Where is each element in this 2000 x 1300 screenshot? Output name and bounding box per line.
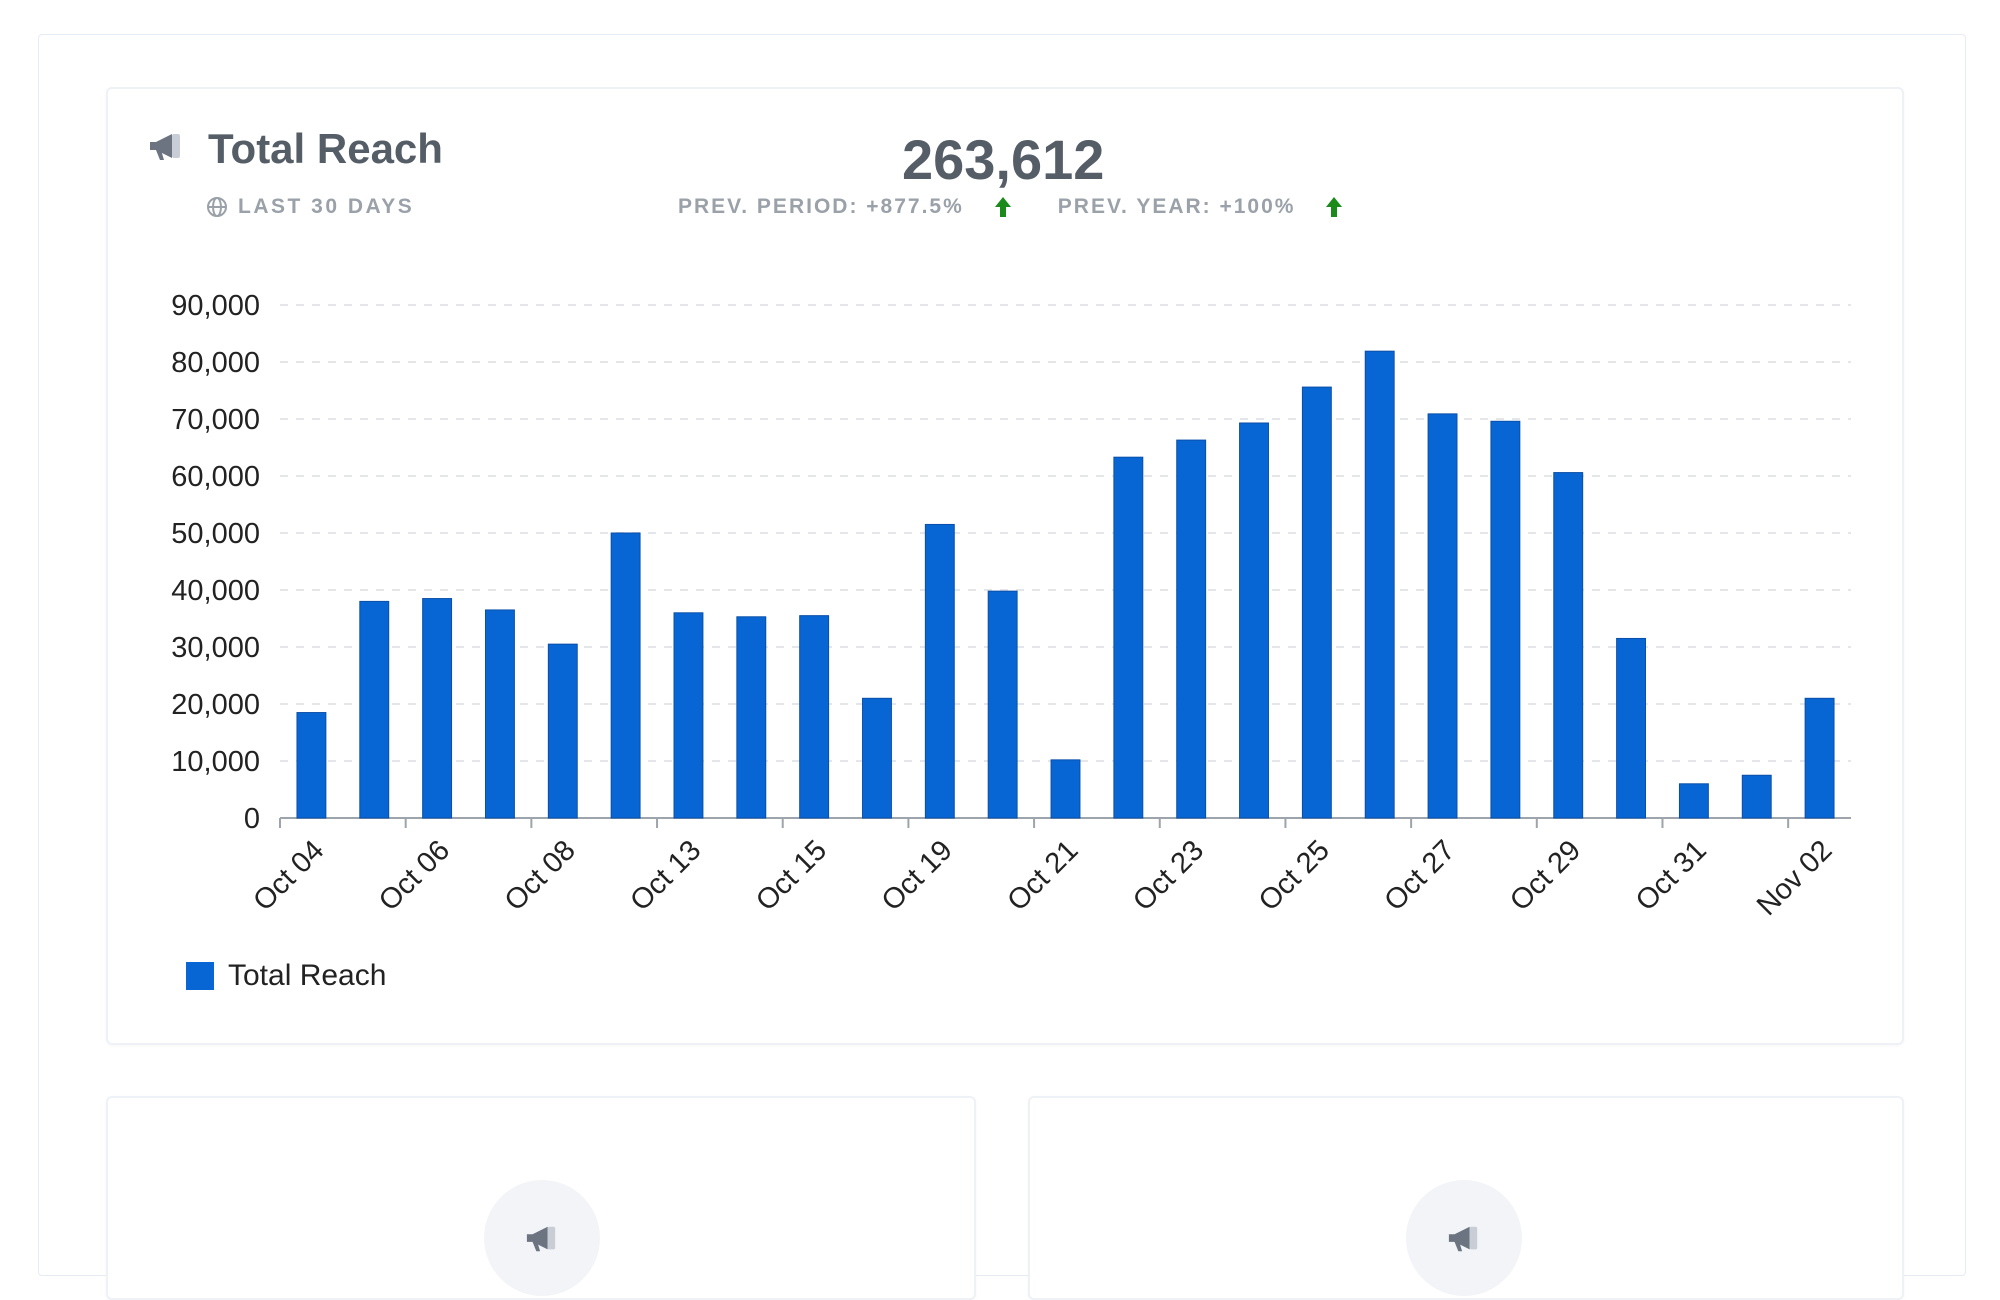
arrow-up-icon (1326, 197, 1343, 217)
bar-nov-02[interactable] (1804, 697, 1835, 819)
x-tick-label: Oct 31 (1630, 834, 1713, 917)
icon-badge (484, 1180, 600, 1296)
x-tick-label: Oct 21 (1001, 834, 1084, 917)
comparison-row: PREV. PERIOD: +877.5% PREV. YEAR: +100% (678, 195, 1345, 219)
bar-oct-31[interactable] (1678, 783, 1709, 819)
bar-oct-24[interactable] (1239, 422, 1269, 819)
legend-label: Total Reach (228, 959, 387, 992)
secondary-card-left (106, 1096, 976, 1300)
bar-oct-22[interactable] (1113, 456, 1144, 819)
bar-oct-13[interactable] (673, 612, 704, 819)
total-reach-card: Total Reach LAST 30 DAYS 263,612 PREV. P… (106, 87, 1904, 1045)
x-tick-label: Oct 13 (624, 834, 707, 917)
icon-badge (1406, 1180, 1522, 1296)
y-tick-label: 30,000 (171, 632, 260, 664)
y-tick-label: 90,000 (171, 290, 260, 322)
bar-oct-30[interactable] (1616, 637, 1647, 819)
chart-legend[interactable]: Total Reach (186, 959, 386, 993)
x-tick-label: Oct 15 (750, 834, 833, 917)
bar-oct-28[interactable] (1490, 420, 1521, 819)
bar-nov-01[interactable] (1741, 774, 1772, 819)
bar-oct-26[interactable] (1364, 350, 1395, 819)
y-tick-label: 40,000 (171, 575, 260, 607)
period-label: LAST 30 DAYS (206, 195, 414, 219)
y-tick-label: 70,000 (171, 404, 260, 436)
bar-oct-05[interactable] (359, 600, 390, 819)
x-tick-label: Oct 29 (1504, 834, 1587, 917)
bar-oct-14[interactable] (736, 616, 767, 819)
arrow-up-icon (994, 197, 1011, 217)
bar-oct-15[interactable] (799, 615, 830, 819)
megaphone-icon (526, 1226, 556, 1252)
megaphone-icon (150, 134, 180, 160)
bar-oct-27[interactable] (1427, 413, 1458, 819)
globe-icon (207, 197, 227, 217)
total-value: 263,612 (902, 128, 1105, 191)
legend-swatch (186, 962, 214, 990)
bar-oct-07[interactable] (484, 609, 515, 819)
bar-oct-23[interactable] (1176, 439, 1207, 819)
period-text: LAST 30 DAYS (238, 195, 415, 218)
bar-oct-20[interactable] (987, 590, 1018, 819)
x-tick-label: Oct 19 (876, 834, 959, 917)
bar-oct-08[interactable] (547, 643, 578, 819)
secondary-card-right (1028, 1096, 1904, 1300)
bar-oct-25[interactable] (1301, 386, 1332, 819)
y-tick-label: 20,000 (171, 689, 260, 721)
x-tick-label: Oct 08 (499, 834, 582, 917)
bar-oct-21[interactable] (1050, 759, 1081, 819)
bar-oct-04[interactable] (296, 712, 327, 819)
bar-oct-19[interactable] (924, 523, 955, 819)
megaphone-icon (1448, 1226, 1478, 1252)
y-tick-label: 0 (244, 803, 260, 835)
x-tick-label: Oct 25 (1253, 834, 1336, 917)
x-tick-label: Nov 02 (1751, 834, 1839, 922)
bar-oct-09[interactable] (610, 532, 641, 819)
bar-oct-16[interactable] (862, 697, 892, 819)
prev-year-text: PREV. YEAR: +100% (1057, 195, 1296, 218)
x-tick-label: Oct 27 (1378, 834, 1461, 917)
x-tick-label: Oct 04 (247, 834, 330, 917)
card-title: Total Reach (208, 125, 443, 172)
x-tick-label: Oct 06 (373, 834, 456, 917)
y-tick-label: 60,000 (171, 461, 260, 493)
prev-period-text: PREV. PERIOD: +877.5% (678, 195, 964, 218)
reach-bar-chart: 0 10,000 20,000 30,000 40,000 50,000 60,000 70,… (171, 290, 1851, 922)
y-tick-label: 10,000 (171, 746, 260, 778)
bar-oct-06[interactable] (422, 598, 453, 819)
bar-oct-29[interactable] (1553, 472, 1584, 819)
x-tick-label: Oct 23 (1127, 834, 1210, 917)
y-tick-label: 50,000 (171, 518, 260, 550)
y-tick-label: 80,000 (171, 347, 260, 379)
